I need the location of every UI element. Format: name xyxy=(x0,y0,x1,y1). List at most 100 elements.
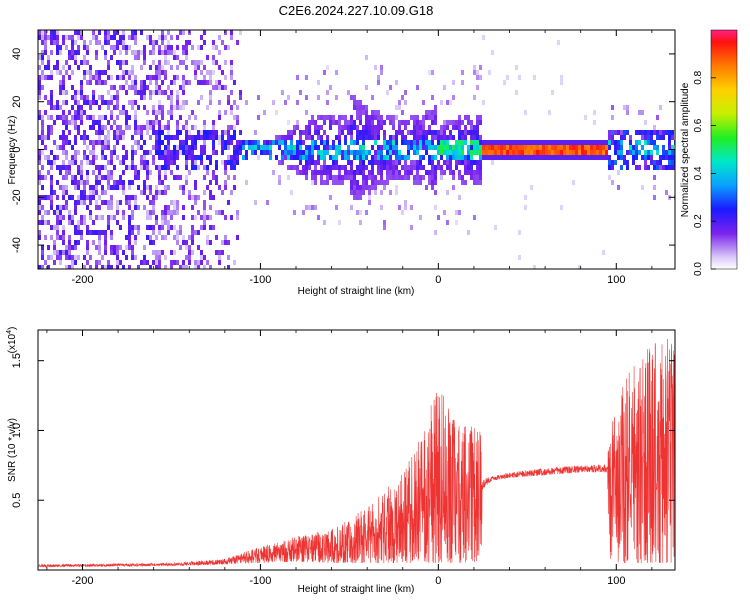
heatmap-cell xyxy=(356,170,359,175)
heatmap-cell xyxy=(182,85,185,90)
heatmap-cell xyxy=(356,125,359,130)
heatmap-cell xyxy=(368,190,371,195)
heatmap-cell xyxy=(446,120,449,125)
heatmap-cell xyxy=(338,220,341,225)
heatmap-cell xyxy=(362,145,365,150)
heatmap-cell xyxy=(512,145,515,150)
heatmap-cell xyxy=(467,170,470,175)
heatmap-cell xyxy=(179,85,182,90)
heatmap-cell xyxy=(167,130,170,135)
heatmap-cell xyxy=(62,75,65,80)
heatmap-cell xyxy=(560,75,563,80)
heatmap-cell xyxy=(149,50,152,55)
heatmap-cell xyxy=(155,220,158,225)
heatmap-cell xyxy=(131,195,134,200)
heatmap-cell xyxy=(140,130,143,135)
heatmap-cell xyxy=(323,150,326,155)
heatmap-cell xyxy=(221,140,224,145)
heatmap-cell xyxy=(188,145,191,150)
heatmap-cell xyxy=(56,180,59,185)
heatmap-cell xyxy=(365,120,368,125)
heatmap-cell xyxy=(653,160,656,165)
heatmap-cell xyxy=(185,140,188,145)
heatmap-cell xyxy=(62,215,65,220)
heatmap-cell xyxy=(215,80,218,85)
heatmap-cell xyxy=(671,150,674,155)
heatmap-cell xyxy=(173,150,176,155)
heatmap-cell xyxy=(167,160,170,165)
heatmap-cell xyxy=(89,190,92,195)
heatmap-cell xyxy=(200,215,203,220)
heatmap-cell xyxy=(155,215,158,220)
heatmap-cell xyxy=(368,115,371,120)
heatmap-cell xyxy=(194,265,197,269)
heatmap-cell xyxy=(233,115,236,120)
heatmap-cell xyxy=(419,140,422,145)
heatmap-cell xyxy=(467,155,470,160)
heatmap-cell xyxy=(230,60,233,65)
heatmap-cell xyxy=(473,180,476,185)
heatmap-cell xyxy=(308,135,311,140)
heatmap-cell xyxy=(626,105,629,110)
heatmap-cell xyxy=(404,170,407,175)
heatmap-cell xyxy=(77,230,80,235)
heatmap-cell xyxy=(65,175,68,180)
heatmap-cell xyxy=(335,70,338,75)
heatmap-cell xyxy=(554,140,557,145)
heatmap-cell xyxy=(215,175,218,180)
heatmap-cell xyxy=(305,170,308,175)
heatmap-cell xyxy=(74,120,77,125)
heatmap-cell xyxy=(356,180,359,185)
heatmap-cell xyxy=(95,265,98,269)
heatmap-cell xyxy=(443,135,446,140)
heatmap-cell xyxy=(359,220,362,225)
heatmap-cell xyxy=(104,265,107,269)
heatmap-cell xyxy=(572,155,575,160)
heatmap-cell xyxy=(71,120,74,125)
heatmap-cell xyxy=(407,145,410,150)
heatmap-cell xyxy=(173,160,176,165)
heatmap-cell xyxy=(185,135,188,140)
heatmap-cell xyxy=(578,145,581,150)
heatmap-cell xyxy=(323,165,326,170)
heatmap-cell xyxy=(155,75,158,80)
heatmap-cell xyxy=(398,205,401,210)
heatmap-cell xyxy=(80,120,83,125)
heatmap-cell xyxy=(155,190,158,195)
heatmap-cell xyxy=(356,210,359,215)
heatmap-cell xyxy=(113,85,116,90)
heatmap-cell xyxy=(314,130,317,135)
heatmap-cell xyxy=(77,195,80,200)
heatmap-cell xyxy=(287,150,290,155)
heatmap-cell xyxy=(38,220,41,225)
heatmap-cell xyxy=(197,135,200,140)
heatmap-cell xyxy=(47,55,50,60)
heatmap-cell xyxy=(452,175,455,180)
heatmap-cell xyxy=(452,170,455,175)
heatmap-cell xyxy=(419,215,422,220)
heatmap-cell xyxy=(299,145,302,150)
heatmap-cell xyxy=(158,85,161,90)
heatmap-cell xyxy=(440,125,443,130)
heatmap-cell xyxy=(383,225,386,230)
heatmap-cell xyxy=(617,130,620,135)
heatmap-cell xyxy=(203,175,206,180)
heatmap-cell xyxy=(482,140,485,145)
heatmap-cell xyxy=(662,130,665,135)
heatmap-cell xyxy=(458,135,461,140)
heatmap-cell xyxy=(176,240,179,245)
heatmap-cell xyxy=(440,130,443,135)
heatmap-cell xyxy=(95,180,98,185)
heatmap-cell xyxy=(395,155,398,160)
heatmap-cell xyxy=(86,250,89,255)
heatmap-cell xyxy=(155,185,158,190)
heatmap-cell xyxy=(293,155,296,160)
heatmap-cell xyxy=(479,165,482,170)
heatmap-cell xyxy=(512,150,515,155)
heatmap-cell xyxy=(590,150,593,155)
heatmap-cell xyxy=(53,160,56,165)
heatmap-cell xyxy=(413,180,416,185)
heatmap-cell xyxy=(185,240,188,245)
heatmap-cell xyxy=(404,165,407,170)
heatmap-cell xyxy=(128,225,131,230)
